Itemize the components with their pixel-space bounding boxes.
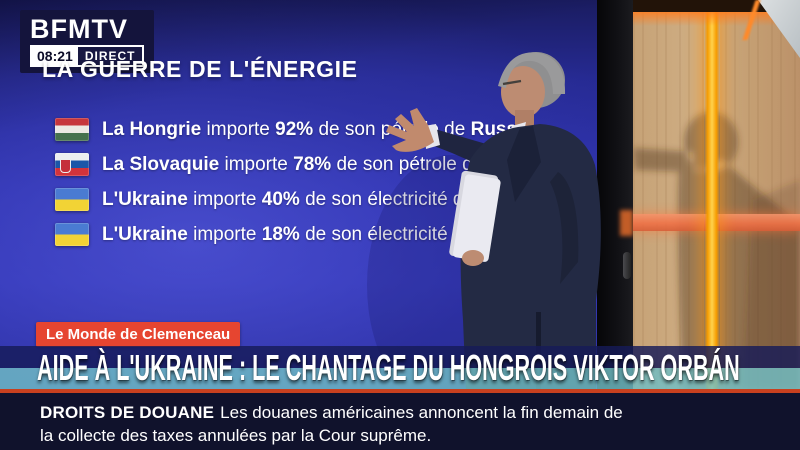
fact-verb: importe <box>193 188 257 210</box>
ukraine-flag-icon <box>55 188 89 211</box>
hungary-flag-icon <box>55 118 89 141</box>
screen-bezel <box>597 0 633 392</box>
bfmtv-logo: BFMTV 08:21 DIRECT <box>20 10 155 73</box>
ticker-topic: DROITS DE DOUANE <box>40 403 215 422</box>
fact-verb: importe <box>206 118 270 140</box>
slovakia-flag-icon <box>55 153 89 176</box>
ticker-content: DROITS DE DOUANE Les douanes américaines … <box>40 401 640 447</box>
ticker-accent-line <box>0 389 800 393</box>
panel-top-glow <box>633 12 800 26</box>
live-badge: DIRECT <box>77 47 143 65</box>
fact-country: La Slovaquie <box>102 153 220 175</box>
ticker-text: Les douanes américaines annoncent la fin… <box>40 403 623 445</box>
fact-verb: importe <box>193 223 257 245</box>
fact-text: L'Ukraine importe 40% de son électricité… <box>102 189 551 211</box>
fact-text: La Slovaquie importe 78% de son pétrole … <box>102 154 551 176</box>
fact-country: La Hongrie <box>102 118 202 140</box>
fact-middle: de son électricité de <box>305 188 475 210</box>
fact-value: 78% <box>293 153 332 175</box>
fact-country: L'Ukraine <box>102 223 188 245</box>
vertical-led-strip <box>704 0 720 392</box>
fact-row-ukraine-electricity-sk: L'Ukraine importe 18% de son électricité… <box>55 217 569 252</box>
headline-text: AIDE À L'UKRAINE : LE CHANTAGE DU HONGRO… <box>37 346 740 388</box>
fact-middle: de son pétrole de <box>318 118 466 140</box>
fact-value: 40% <box>261 188 300 210</box>
fact-source: Hongrie <box>479 188 552 210</box>
fact-verb: importe <box>224 153 288 175</box>
news-ticker: DROITS DE DOUANE Les douanes américaines … <box>0 393 800 450</box>
fact-country: L'Ukraine <box>102 188 188 210</box>
fact-row-slovakia-oil: La Slovaquie importe 78% de son pétrole … <box>55 147 569 182</box>
time-live-bar: 08:21 DIRECT <box>30 45 145 67</box>
fact-text: L'Ukraine importe 18% de son électricité… <box>102 224 569 246</box>
program-badge: Le Monde de Clemenceau <box>36 322 241 347</box>
fact-row-hungary-oil: La Hongrie importe 92% de son pétrole de… <box>55 112 569 147</box>
fact-source: Russie <box>470 118 533 140</box>
bezel-handle <box>623 252 631 279</box>
fact-row-ukraine-electricity-hu: L'Ukraine importe 40% de son électricité… <box>55 182 569 217</box>
studio-wood-panel <box>633 0 800 392</box>
fact-source: Russie <box>488 153 551 175</box>
fact-text: La Hongrie importe 92% de son pétrole de… <box>102 119 533 141</box>
clock: 08:21 <box>32 47 78 65</box>
channel-logo-text: BFMTV <box>30 14 128 44</box>
bezel-orange-glow <box>620 210 633 236</box>
ukraine-flag-icon <box>55 223 89 246</box>
screen-title: LA GUERRE DE L'ÉNERGIE <box>42 56 358 82</box>
facts-list: La Hongrie importe 92% de son pétrole de… <box>55 112 569 252</box>
fact-source: Slovaquie <box>479 223 570 245</box>
fact-middle: de son pétrole de <box>336 153 484 175</box>
fact-value: 18% <box>261 223 300 245</box>
fact-value: 92% <box>275 118 314 140</box>
headline-band: AIDE À L'UKRAINE : LE CHANTAGE DU HONGRO… <box>0 346 800 389</box>
fact-middle: de son électricité de <box>305 223 475 245</box>
